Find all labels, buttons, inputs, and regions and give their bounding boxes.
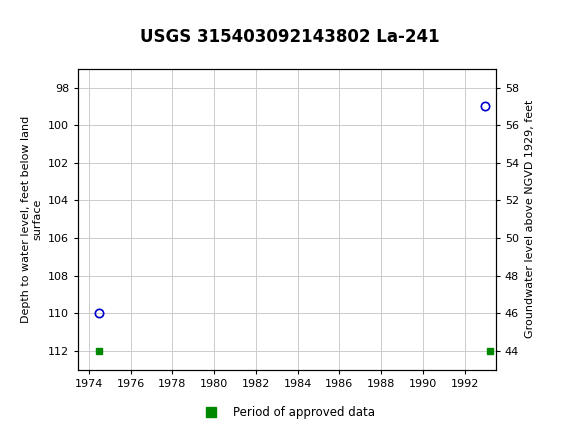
Text: ≡: ≡ [3,4,28,33]
Legend: Period of approved data: Period of approved data [195,402,379,424]
Y-axis label: Depth to water level, feet below land
surface: Depth to water level, feet below land su… [21,116,42,323]
Text: USGS 315403092143802 La-241: USGS 315403092143802 La-241 [140,28,440,46]
Text: USGS: USGS [32,8,100,28]
Y-axis label: Groundwater level above NGVD 1929, feet: Groundwater level above NGVD 1929, feet [525,100,535,338]
